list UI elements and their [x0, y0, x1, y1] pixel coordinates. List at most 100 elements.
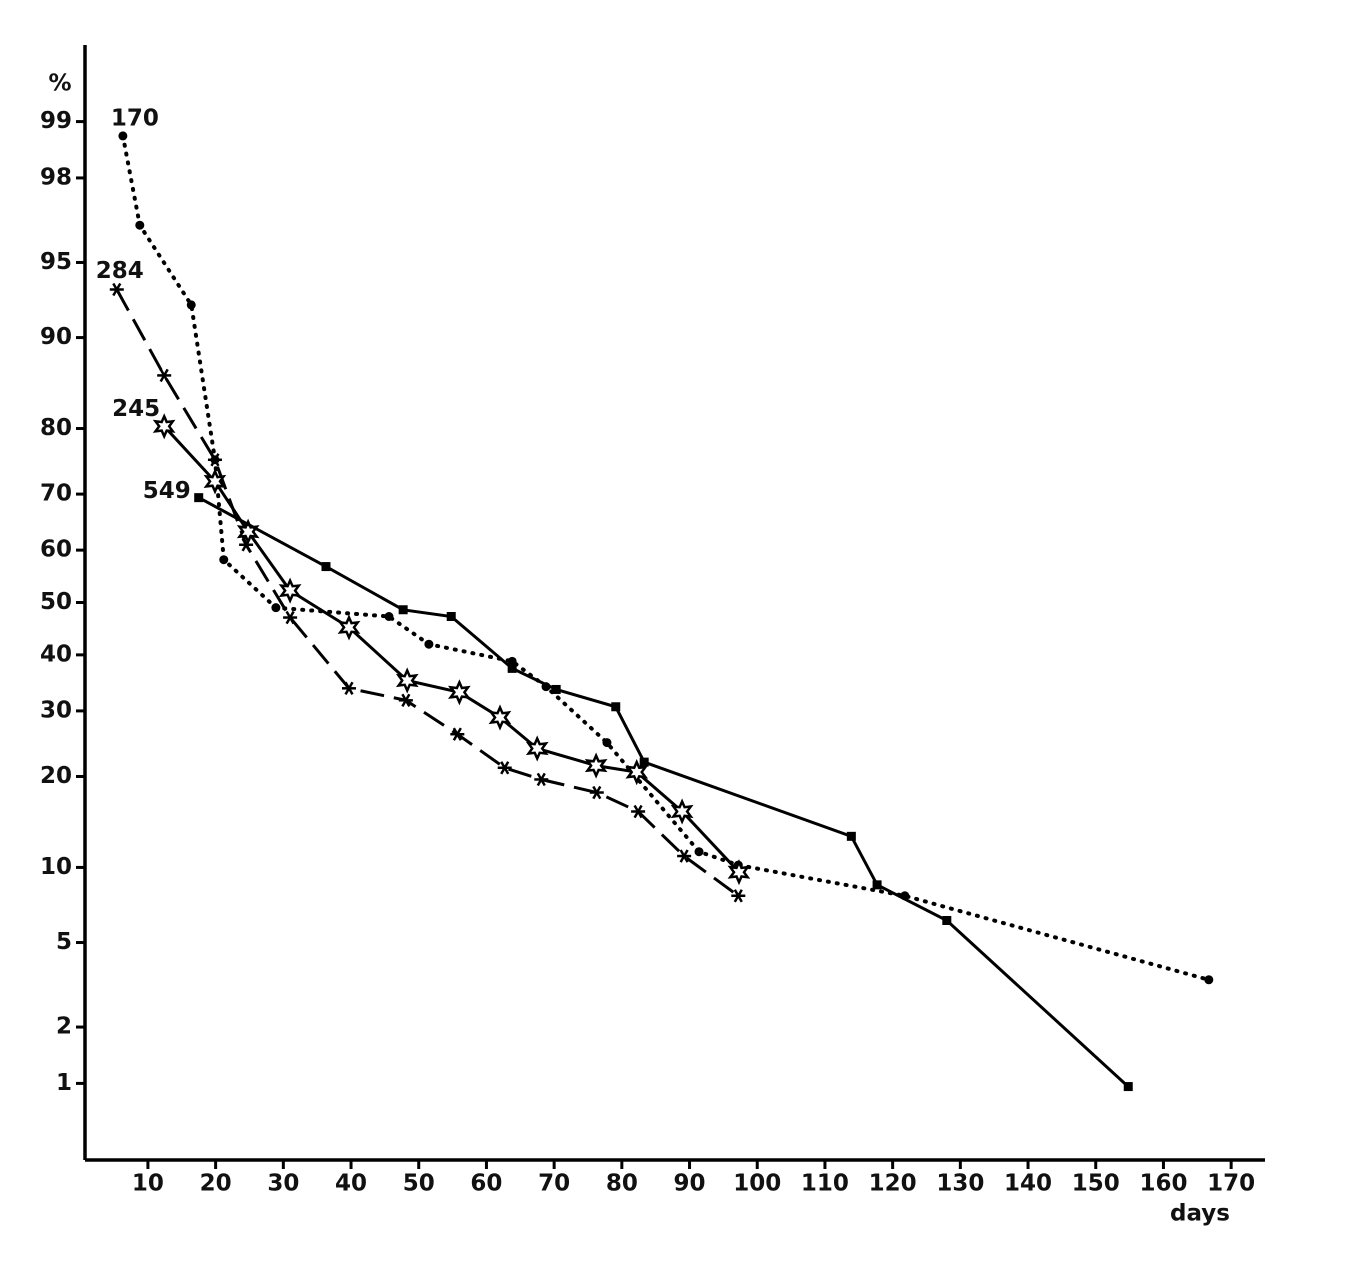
x-tick-label: 100 [733, 1171, 781, 1197]
marker-star [152, 413, 176, 440]
x-axis-label: days [1170, 1201, 1230, 1227]
x-tick-label: 130 [936, 1171, 984, 1197]
marker-dot [384, 612, 394, 622]
marker-square [507, 663, 517, 673]
marker-square [446, 612, 456, 622]
data-point [157, 368, 172, 383]
data-point [219, 555, 229, 565]
x-tick-label: 110 [801, 1171, 849, 1197]
marker-stroke [536, 772, 546, 787]
x-tick-label: 140 [1004, 1171, 1052, 1197]
x-tick-label: 170 [1207, 1171, 1255, 1197]
y-tick-label: 80 [40, 415, 72, 441]
marker-stroke [633, 804, 643, 819]
data-point [337, 614, 361, 641]
data-point [1123, 1082, 1133, 1092]
marker-square [942, 915, 952, 925]
data-point [321, 562, 331, 572]
marker-star [670, 798, 694, 825]
x-tick-label: 60 [470, 1171, 502, 1197]
data-point [670, 798, 694, 825]
y-tick-label: 50 [40, 589, 72, 615]
marker-square [551, 684, 561, 694]
data-point [342, 681, 357, 696]
marker-star [727, 859, 751, 886]
x-tick-label: 120 [869, 1171, 917, 1197]
series-line [120, 133, 1211, 982]
data-point [395, 667, 419, 694]
data-point [398, 693, 413, 708]
data-point [872, 880, 882, 890]
marker-square [611, 702, 621, 712]
data-point [152, 413, 176, 440]
data-point [551, 684, 561, 694]
marker-square [398, 605, 408, 615]
y-tick-label: 1 [56, 1070, 72, 1096]
y-tick-label: 20 [40, 763, 72, 789]
data-point [488, 704, 512, 731]
data-point [602, 738, 612, 748]
marker-star [203, 468, 227, 495]
marker-square [872, 880, 882, 890]
series-line [163, 425, 741, 874]
data-point [194, 493, 204, 503]
data-point [534, 772, 549, 787]
y-tick-label: 95 [40, 249, 72, 275]
data-point [283, 610, 298, 625]
data-point [584, 752, 608, 779]
marker-star [488, 704, 512, 731]
data-point [207, 453, 222, 467]
series-label: 284 [96, 258, 144, 284]
data-point [271, 603, 281, 613]
data-point [625, 758, 649, 786]
data-point [203, 468, 227, 495]
marker-dot [507, 656, 517, 666]
series-line [197, 496, 1130, 1088]
data-point [611, 702, 621, 712]
marker-square [639, 757, 649, 767]
data-point [450, 727, 465, 741]
data-point [118, 131, 128, 141]
marker-stroke [112, 282, 122, 297]
x-tick-label: 30 [267, 1171, 299, 1197]
marker-star [625, 758, 649, 786]
marker-square [846, 831, 856, 841]
y-tick-label: 10 [40, 854, 72, 880]
data-point [507, 656, 517, 666]
marker-square [194, 493, 204, 503]
y-tick-label: 5 [56, 929, 72, 955]
y-axis-label: % [48, 71, 71, 97]
marker-dot [602, 738, 612, 748]
data-point [694, 847, 704, 857]
series-line [115, 288, 740, 898]
x-tick-label: 10 [132, 1171, 164, 1197]
marker-dot [271, 603, 281, 613]
x-tick-label: 160 [1139, 1171, 1187, 1197]
y-tick-label: 99 [40, 108, 72, 134]
data-point [446, 612, 456, 622]
data-point [135, 220, 145, 230]
data-point [384, 612, 394, 622]
data-point [398, 605, 408, 615]
marker-dot [219, 555, 229, 565]
marker-square [321, 562, 331, 572]
y-tick-label: 70 [40, 481, 72, 507]
y-tick-label: 98 [40, 164, 72, 190]
marker-stroke [210, 453, 220, 467]
x-tick-label: 90 [674, 1171, 706, 1197]
marker-stroke [344, 681, 354, 696]
marker-stroke [452, 727, 462, 741]
data-point [942, 915, 952, 925]
series-label: 549 [143, 478, 191, 504]
data-point [677, 849, 692, 863]
data-point [507, 663, 517, 673]
y-tick-label: 30 [40, 697, 72, 723]
data-point [447, 679, 471, 706]
y-tick-label: 40 [40, 641, 72, 667]
data-point [639, 757, 649, 767]
marker-dot [186, 300, 196, 310]
series-label: 245 [112, 396, 160, 422]
series-label: 170 [111, 105, 159, 131]
y-tick-label: 2 [56, 1014, 72, 1040]
data-point [109, 282, 124, 297]
